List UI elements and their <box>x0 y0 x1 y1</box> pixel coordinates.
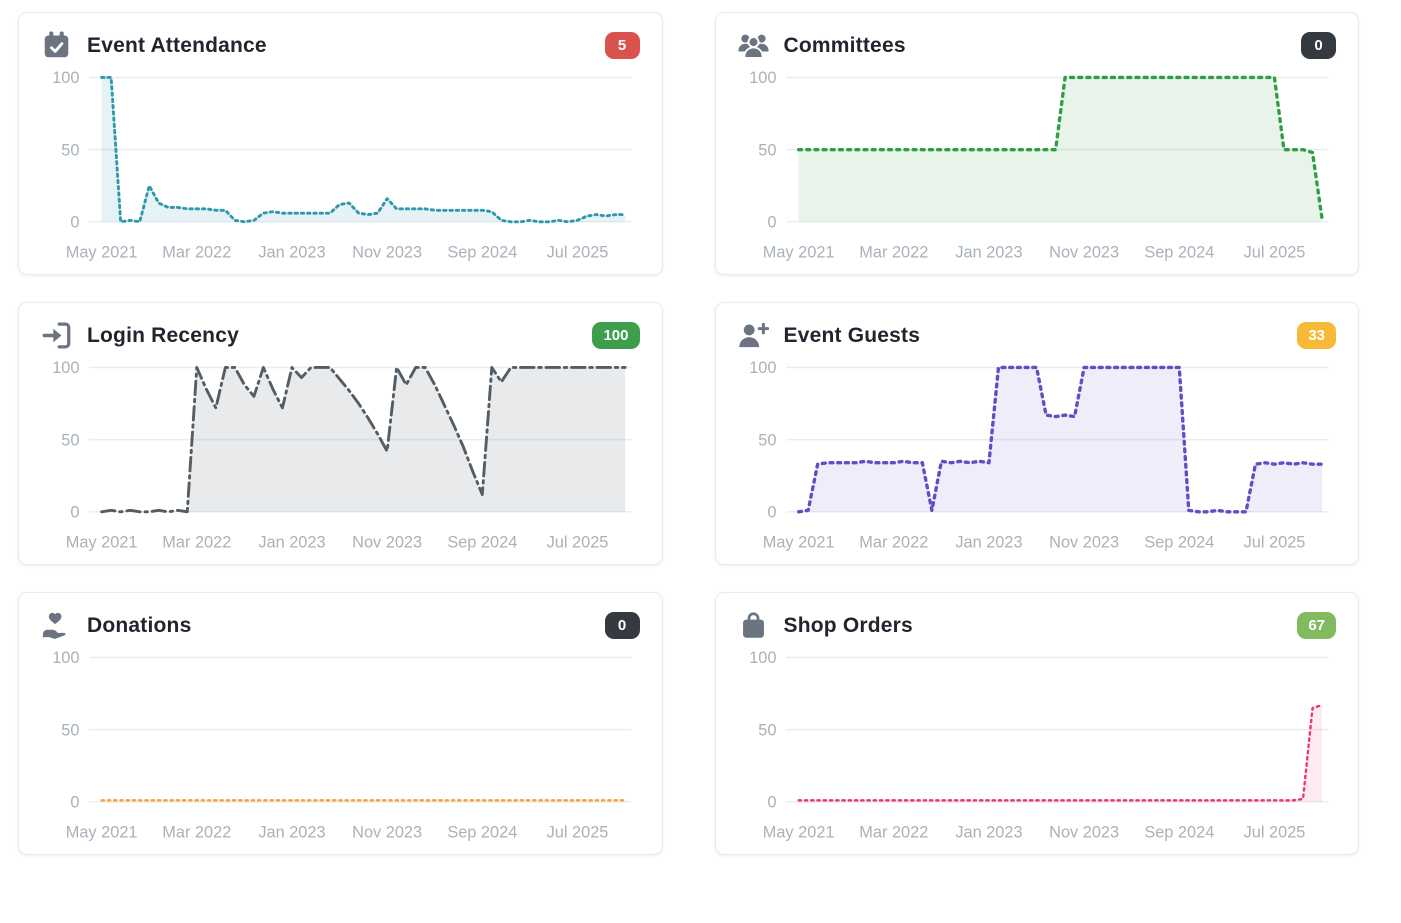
card-header: Event Guests 33 <box>738 321 1336 350</box>
svg-text:Sep 2024: Sep 2024 <box>1144 824 1214 842</box>
svg-text:Jan 2023: Jan 2023 <box>955 243 1022 261</box>
svg-text:Jul 2025: Jul 2025 <box>547 243 609 261</box>
card-donations: Donations 0 0 50 100 May 2021 Mar 2022 Jan 20… <box>18 592 663 856</box>
status-badge: 0 <box>1301 32 1336 59</box>
svg-text:50: 50 <box>758 432 776 450</box>
svg-text:Mar 2022: Mar 2022 <box>859 534 928 552</box>
card-title: Shop Orders <box>783 613 913 637</box>
sign-in-icon <box>41 321 72 350</box>
dashboard-grid: Event Attendance 5 0 50 100 May 2021 Mar 202… <box>18 12 1359 856</box>
card-title: Login Recency <box>87 323 239 347</box>
svg-text:Nov 2023: Nov 2023 <box>1049 243 1119 261</box>
svg-text:May 2021: May 2021 <box>762 243 834 261</box>
svg-text:Sep 2024: Sep 2024 <box>447 243 517 261</box>
svg-text:Sep 2024: Sep 2024 <box>1144 534 1214 552</box>
svg-text:May 2021: May 2021 <box>66 824 138 842</box>
login-recency-chart: 0 50 100 May 2021 Mar 2022 Jan 2023 Nov 2023 Se… <box>52 359 632 552</box>
svg-text:Jul 2025: Jul 2025 <box>1243 243 1305 261</box>
svg-text:0: 0 <box>70 214 79 232</box>
svg-text:Jan 2023: Jan 2023 <box>955 824 1022 842</box>
svg-text:Nov 2023: Nov 2023 <box>1049 534 1119 552</box>
svg-text:Jul 2025: Jul 2025 <box>1243 824 1305 842</box>
svg-text:Mar 2022: Mar 2022 <box>162 534 231 552</box>
svg-text:50: 50 <box>758 722 776 740</box>
svg-text:Nov 2023: Nov 2023 <box>352 243 422 261</box>
svg-text:0: 0 <box>70 794 79 812</box>
donations-chart: 0 50 100 May 2021 Mar 2022 Jan 2023 Nov 2023 Se… <box>52 650 632 842</box>
svg-text:50: 50 <box>61 722 79 740</box>
svg-text:Jan 2023: Jan 2023 <box>258 824 325 842</box>
users-icon <box>737 31 769 60</box>
svg-text:0: 0 <box>767 504 776 522</box>
hand-holding-heart-icon <box>41 611 72 640</box>
svg-text:Nov 2023: Nov 2023 <box>352 824 422 842</box>
card-title: Event Guests <box>783 323 921 347</box>
svg-text:0: 0 <box>767 794 776 812</box>
status-badge: 100 <box>592 322 640 350</box>
status-badge: 67 <box>1297 612 1336 640</box>
svg-text:50: 50 <box>61 432 79 450</box>
svg-text:May 2021: May 2021 <box>762 534 834 552</box>
event-guests-chart: 0 50 100 May 2021 Mar 2022 Jan 2023 Nov 2023 Se… <box>749 359 1329 552</box>
card-event-attendance: Event Attendance 5 0 50 100 May 2021 Mar 202… <box>18 12 663 276</box>
svg-text:Jan 2023: Jan 2023 <box>258 243 325 261</box>
svg-text:0: 0 <box>767 214 776 232</box>
svg-text:100: 100 <box>749 69 776 87</box>
svg-text:100: 100 <box>52 359 79 377</box>
svg-text:Sep 2024: Sep 2024 <box>447 534 517 552</box>
svg-text:Mar 2022: Mar 2022 <box>162 243 231 261</box>
card-header: Committees 0 <box>737 31 1336 60</box>
svg-text:50: 50 <box>61 141 79 159</box>
event-attendance-chart: 0 50 100 May 2021 Mar 2022 Jan 2023 Nov 2023 Se… <box>52 69 632 261</box>
svg-text:Sep 2024: Sep 2024 <box>1144 243 1214 261</box>
svg-text:50: 50 <box>758 141 776 159</box>
svg-text:0: 0 <box>70 504 79 522</box>
shopping-bag-icon <box>738 611 769 640</box>
svg-text:100: 100 <box>52 69 79 87</box>
status-badge: 5 <box>604 32 640 59</box>
svg-text:100: 100 <box>749 650 776 668</box>
svg-text:Mar 2022: Mar 2022 <box>859 243 928 261</box>
card-shop-orders: Shop Orders 67 0 50 100 May 2021 Mar 2022 Jan… <box>714 592 1359 856</box>
svg-text:Sep 2024: Sep 2024 <box>447 824 517 842</box>
svg-text:Jan 2023: Jan 2023 <box>258 534 325 552</box>
card-event-guests: Event Guests 33 0 50 100 May 2021 Mar 2022 Ja… <box>714 302 1359 566</box>
card-title: Event Attendance <box>87 33 267 57</box>
card-header: Login Recency 100 <box>41 321 640 350</box>
card-header: Event Attendance 5 <box>41 31 640 60</box>
svg-text:Jan 2023: Jan 2023 <box>955 534 1022 552</box>
svg-text:Mar 2022: Mar 2022 <box>859 824 928 842</box>
calendar-check-icon <box>41 31 72 60</box>
shop-orders-chart: 0 50 100 May 2021 Mar 2022 Jan 2023 Nov 2023 Se… <box>749 650 1329 842</box>
card-header: Donations 0 <box>41 611 640 640</box>
card-committees: Committees 0 0 50 100 May 2021 Mar 2022 Jan 2… <box>714 12 1359 276</box>
svg-text:Nov 2023: Nov 2023 <box>1049 824 1119 842</box>
status-badge: 0 <box>604 612 640 640</box>
svg-text:May 2021: May 2021 <box>66 243 138 261</box>
svg-text:May 2021: May 2021 <box>66 534 138 552</box>
card-login-recency: Login Recency 100 0 50 100 May 2021 Mar 2022… <box>18 302 663 566</box>
committees-chart: 0 50 100 May 2021 Mar 2022 Jan 2023 Nov 2023 Se… <box>749 69 1329 261</box>
svg-text:Nov 2023: Nov 2023 <box>352 534 422 552</box>
card-header: Shop Orders 67 <box>738 611 1336 640</box>
user-plus-icon <box>738 321 769 350</box>
card-title: Donations <box>87 613 192 637</box>
svg-text:Jul 2025: Jul 2025 <box>547 534 609 552</box>
svg-text:100: 100 <box>52 650 79 668</box>
svg-text:Jul 2025: Jul 2025 <box>547 824 609 842</box>
svg-text:May 2021: May 2021 <box>762 824 834 842</box>
status-badge: 33 <box>1297 322 1336 350</box>
svg-text:100: 100 <box>749 359 776 377</box>
svg-text:Jul 2025: Jul 2025 <box>1243 534 1305 552</box>
svg-text:Mar 2022: Mar 2022 <box>162 824 231 842</box>
card-title: Committees <box>783 33 906 57</box>
